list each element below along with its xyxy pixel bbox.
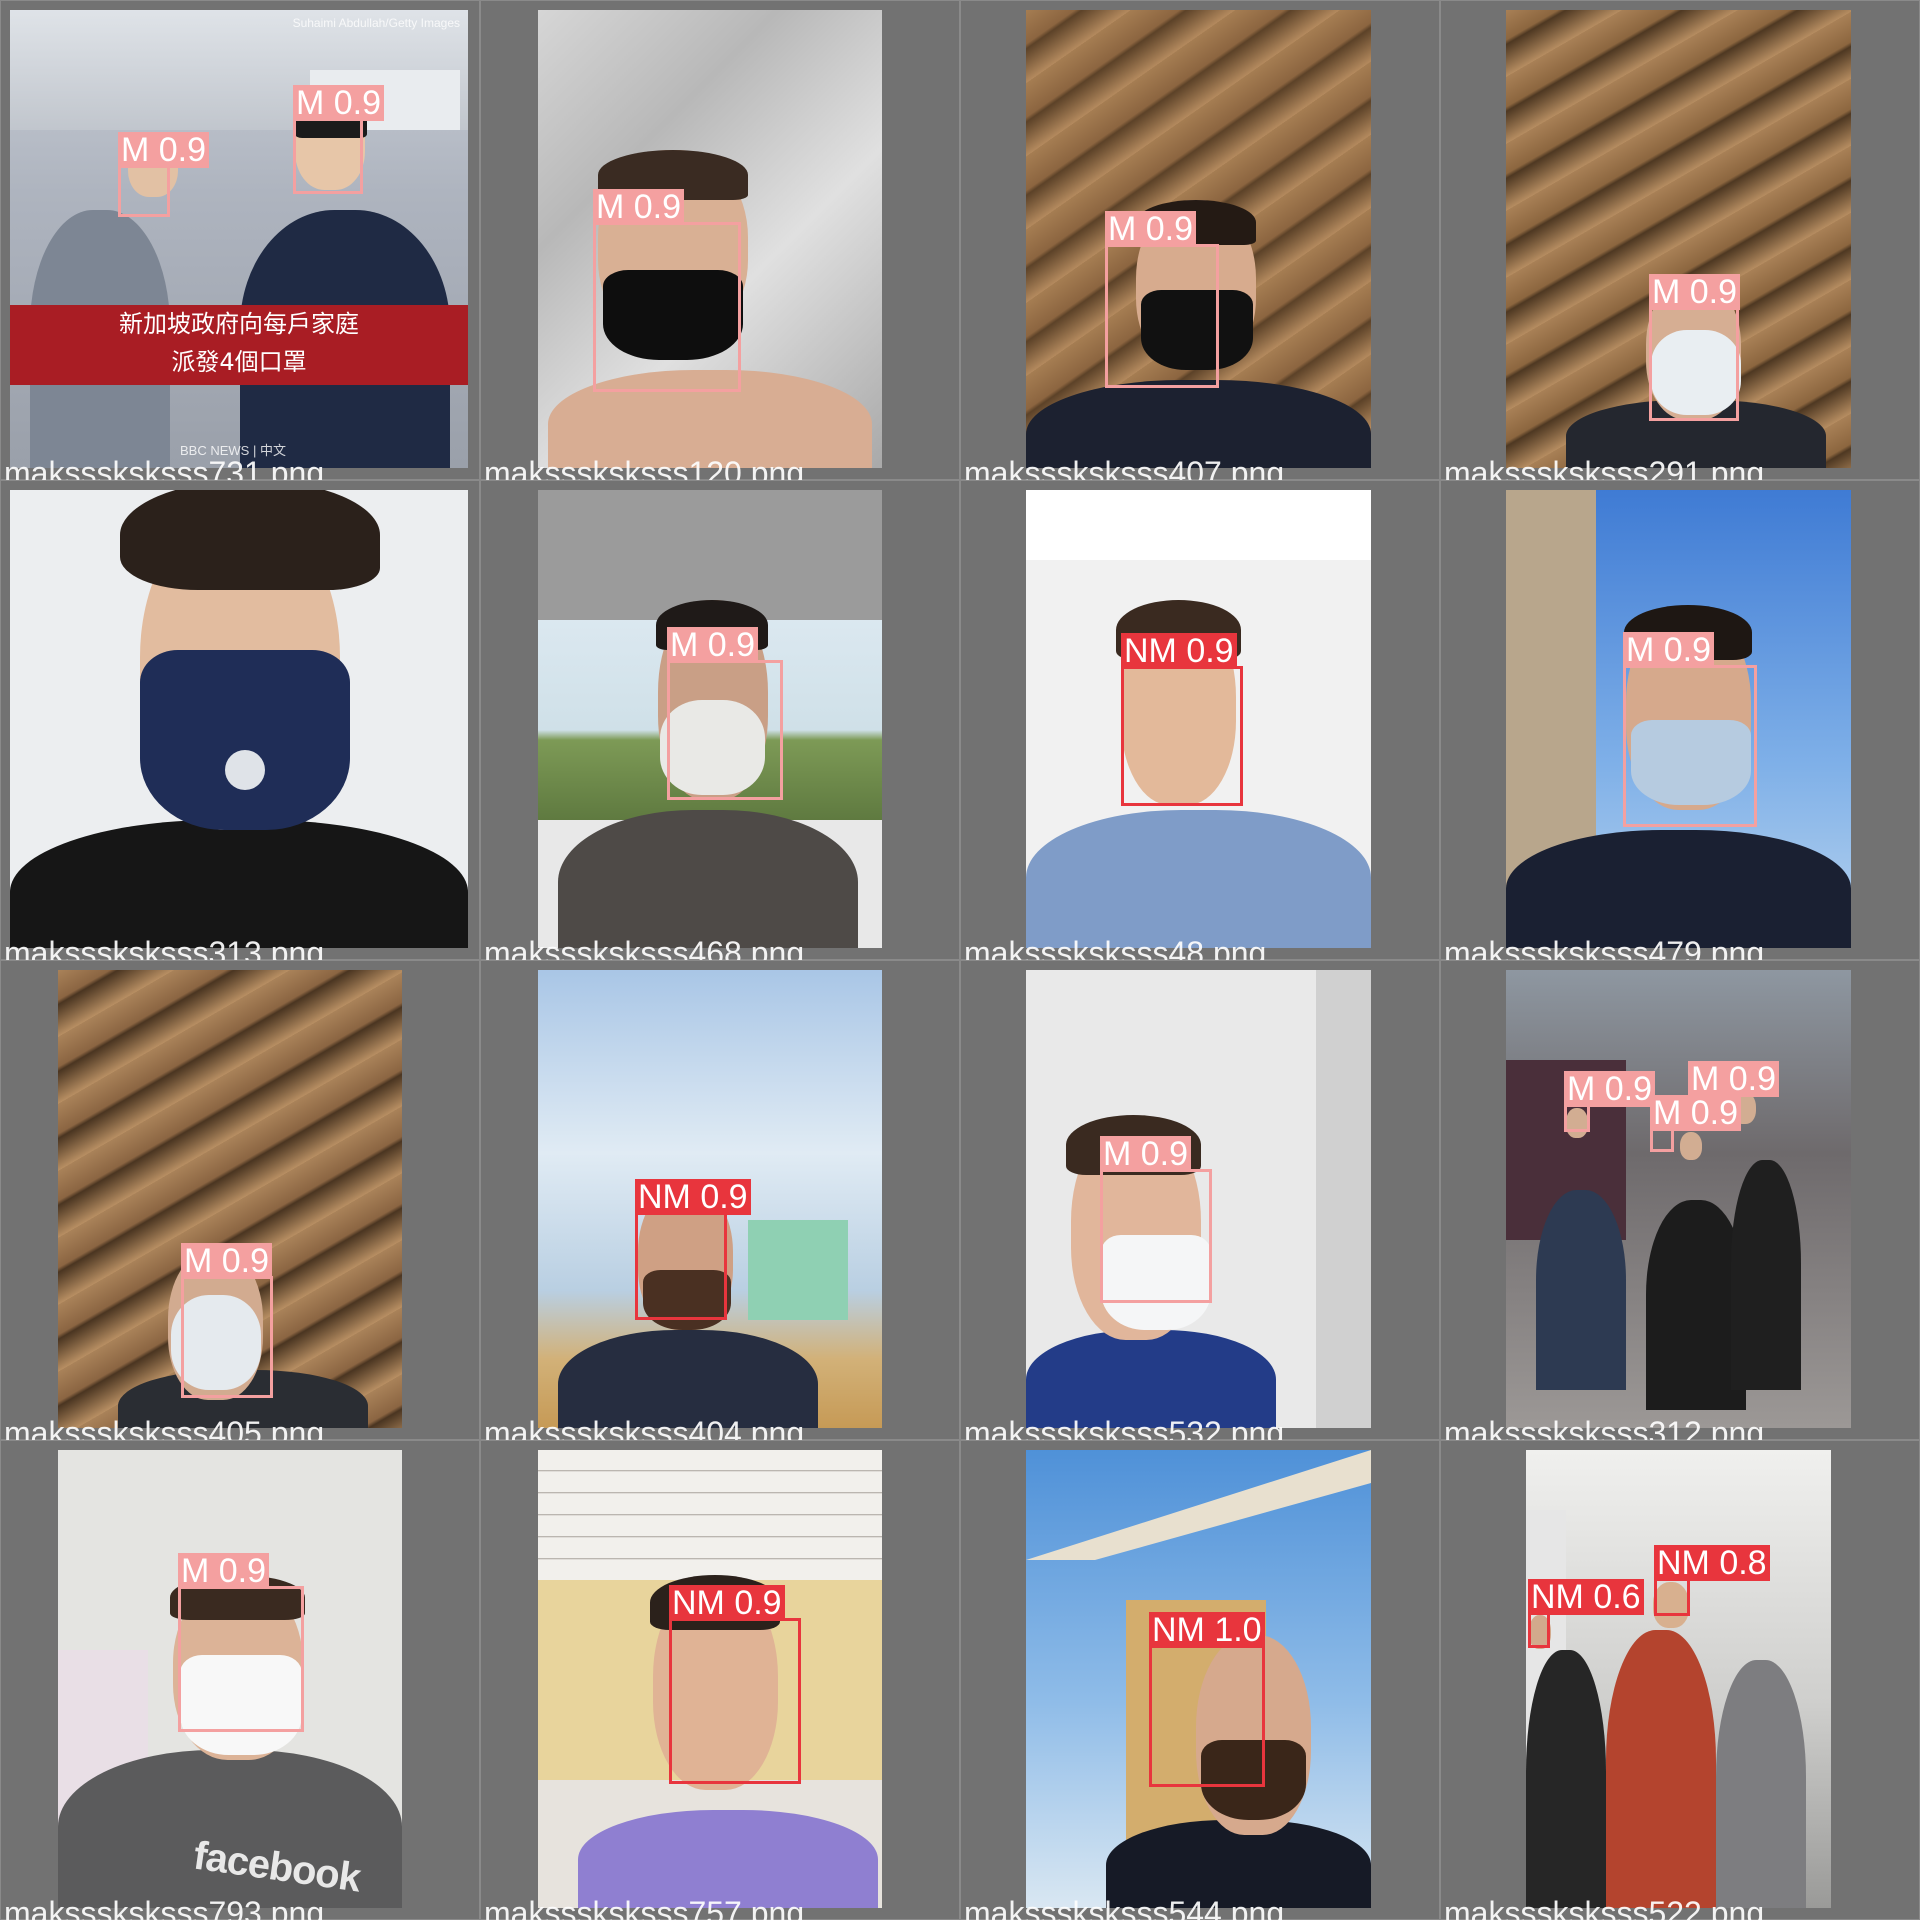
detection-box: M 0.9 [667, 627, 783, 800]
photo [10, 490, 468, 948]
tile: NM 0.6 NM 0.8 maksssksksss522.png [1440, 1440, 1920, 1920]
detection-box: M 0.9 [181, 1243, 273, 1398]
tile: NM 1.0 maksssksksss544.png [960, 1440, 1440, 1920]
detection-label: M 0.9 [1649, 274, 1741, 310]
tile: 新加坡政府向每戶家庭 派發4個口罩 Suhaimi Abdullah/Getty… [0, 0, 480, 480]
photo [1526, 1450, 1831, 1908]
tile: NM 0.9 maksssksksss757.png [480, 1440, 960, 1920]
detection-label: M 0.9 [181, 1243, 273, 1279]
detection-label: M 0.9 [1688, 1061, 1780, 1097]
banner-line: 派發4個口罩 [171, 348, 307, 376]
detection-box: M 0.9 [293, 85, 385, 194]
tile: NM 0.9 maksssksksss404.png [480, 960, 960, 1440]
detection-label: M 0.9 [1564, 1071, 1656, 1107]
filename-label: maksssksksss404.png [484, 1415, 805, 1440]
filename-label: maksssksksss291.png [1444, 455, 1765, 480]
detection-box: M 0.9 [178, 1553, 304, 1732]
detection-box: M 0.9 [1688, 1061, 1780, 1122]
detection-box: NM 0.8 [1654, 1545, 1770, 1616]
tile: M 0.8 maksssksksss313.png [0, 480, 480, 960]
photo [1506, 490, 1851, 948]
tile: facebook M 0.9 maksssksksss793.png [0, 1440, 480, 1920]
detection-label: NM 0.9 [1121, 633, 1237, 669]
detection-label: NM 0.9 [669, 1585, 785, 1621]
detection-label: NM 0.9 [635, 1179, 751, 1215]
tile: M 0.9 maksssksksss479.png [1440, 480, 1920, 960]
detection-box: M 0.9 [593, 189, 741, 392]
photo-credit: Suhaimi Abdullah/Getty Images [292, 16, 460, 30]
detection-box: M 0.9 [1564, 1071, 1656, 1132]
photo [58, 970, 402, 1428]
news-logo: BBC NEWS | 中文 [180, 443, 286, 458]
filename-label: maksssksksss407.png [964, 455, 1285, 480]
tile: M 0.9 maksssksksss468.png [480, 480, 960, 960]
filename-label: maksssksksss522.png [1444, 1895, 1765, 1920]
filename-label: maksssksksss544.png [964, 1895, 1285, 1920]
detection-box: M 0.9 [1105, 211, 1219, 388]
detection-label: M 0.9 [1105, 211, 1197, 247]
photo [1506, 970, 1851, 1428]
filename-label: maksssksksss731.png [4, 455, 325, 480]
detection-label: M 0.9 [1650, 1095, 1742, 1131]
tile: M 0.9 maksssksksss532.png [960, 960, 1440, 1440]
filename-label: maksssksksss532.png [964, 1415, 1285, 1440]
detection-label: M 0.9 [178, 1553, 270, 1589]
news-banner: 新加坡政府向每戶家庭 派發4個口罩 [10, 305, 468, 385]
detection-box: M 0.9 [1650, 1095, 1742, 1152]
photo [1026, 490, 1371, 948]
detection-box: NM 0.6 [1528, 1579, 1644, 1648]
detection-label: NM 0.8 [1654, 1545, 1770, 1581]
filename-label: maksssksksss312.png [1444, 1415, 1765, 1440]
tile: M 0.9 maksssksksss407.png [960, 0, 1440, 480]
tile: NM 0.9 maksssksksss48.png [960, 480, 1440, 960]
detection-box: M 0.9 [1623, 632, 1757, 827]
filename-label: maksssksksss468.png [484, 935, 805, 960]
detection-box: NM 0.9 [1121, 633, 1243, 806]
filename-label: maksssksksss757.png [484, 1895, 805, 1920]
photo: 新加坡政府向每戶家庭 派發4個口罩 Suhaimi Abdullah/Getty… [10, 10, 468, 468]
banner-line: 新加坡政府向每戶家庭 [119, 310, 359, 338]
detection-label: M 0.9 [667, 627, 759, 663]
detection-label: M 0.9 [593, 189, 685, 225]
detection-label: M 0.9 [1100, 1136, 1192, 1172]
filename-label: maksssksksss793.png [4, 1895, 325, 1920]
detection-box: NM 0.9 [669, 1585, 801, 1784]
filename-label: maksssksksss405.png [4, 1415, 325, 1440]
detection-box: NM 1.0 [1149, 1612, 1265, 1787]
detection-box: M 0.9 [118, 132, 210, 217]
detection-label: M 0.9 [118, 132, 210, 168]
tile: M 0.9 maksssksksss291.png [1440, 0, 1920, 480]
tile: M 0.9 maksssksksss120.png [480, 0, 960, 480]
filename-label: maksssksksss120.png [484, 455, 805, 480]
filename-label: maksssksksss48.png [964, 935, 1267, 960]
filename-label: maksssksksss479.png [1444, 935, 1765, 960]
detection-label: NM 1.0 [1149, 1612, 1265, 1648]
tile: M 0.9 M 0.9 M 0.9 maksssksksss312.png [1440, 960, 1920, 1440]
detection-label: M 0.9 [293, 85, 385, 121]
photo [1026, 10, 1371, 468]
detection-label: NM 0.6 [1528, 1579, 1644, 1615]
filename-label: maksssksksss313.png [4, 935, 325, 960]
detection-box: M 0.9 [1100, 1136, 1212, 1303]
tile: M 0.9 maksssksksss405.png [0, 960, 480, 1440]
detection-box: NM 0.9 [635, 1179, 751, 1320]
detection-box: M 0.9 [1649, 274, 1741, 421]
photo: facebook [58, 1450, 402, 1908]
detection-label: M 0.9 [1623, 632, 1715, 668]
